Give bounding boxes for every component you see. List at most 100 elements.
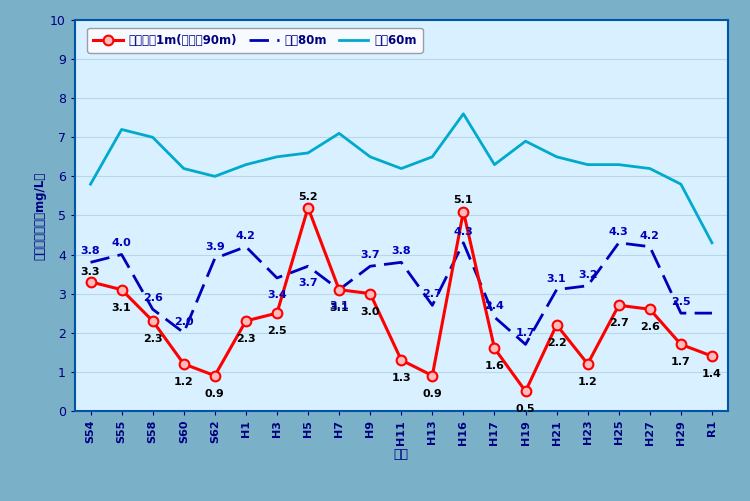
Text: 5.1: 5.1: [454, 195, 473, 205]
Text: 2.7: 2.7: [609, 318, 628, 328]
Text: 4.3: 4.3: [609, 226, 628, 236]
Text: 1.2: 1.2: [174, 377, 194, 387]
水深80m: [334, 287, 344, 293]
水深60m: [86, 181, 95, 187]
Text: 4.2: 4.2: [640, 230, 660, 240]
湖底直上1m(水深絉90m): [552, 322, 561, 328]
水深80m: [459, 240, 468, 246]
水深60m: [552, 154, 561, 160]
水深80m: [179, 330, 188, 336]
Text: 2.6: 2.6: [142, 293, 163, 303]
Y-axis label: 渶存酸素濃度（mg/L）: 渶存酸素濃度（mg/L）: [33, 171, 46, 260]
湖底直上1m(水深絉90m): [614, 302, 623, 308]
Text: 3.0: 3.0: [361, 307, 380, 317]
水深80m: [676, 310, 686, 316]
水深60m: [427, 154, 436, 160]
Text: 1.6: 1.6: [484, 361, 505, 371]
水深60m: [117, 126, 126, 132]
湖底直上1m(水深絉90m): [272, 310, 281, 316]
水深60m: [366, 154, 375, 160]
Line: 水深80m: 水深80m: [91, 243, 712, 344]
水深80m: [117, 252, 126, 258]
水深60m: [210, 173, 219, 179]
水深80m: [366, 263, 375, 269]
水深60m: [179, 165, 188, 171]
水深80m: [584, 283, 592, 289]
水深60m: [490, 162, 499, 168]
湖底直上1m(水深絉90m): [490, 345, 499, 351]
水深60m: [334, 130, 344, 136]
水深60m: [242, 162, 250, 168]
Text: 5.2: 5.2: [298, 191, 318, 201]
Text: 2.4: 2.4: [484, 301, 505, 311]
Text: 4.0: 4.0: [112, 238, 131, 248]
Text: 1.2: 1.2: [578, 377, 598, 387]
Text: 3.1: 3.1: [329, 301, 349, 311]
Text: 2.6: 2.6: [640, 322, 660, 332]
Text: 3.1: 3.1: [547, 274, 566, 284]
水深60m: [614, 162, 623, 168]
Text: 4.2: 4.2: [236, 230, 256, 240]
Text: 2.3: 2.3: [236, 334, 256, 344]
水深80m: [242, 243, 250, 249]
Text: 3.8: 3.8: [392, 246, 411, 256]
水深80m: [86, 260, 95, 266]
Text: 2.5: 2.5: [671, 297, 691, 307]
湖底直上1m(水深絉90m): [427, 373, 436, 379]
水深80m: [552, 287, 561, 293]
水深80m: [427, 302, 436, 308]
Text: 0.5: 0.5: [516, 404, 536, 414]
湖底直上1m(水深絉90m): [584, 361, 592, 367]
水深80m: [645, 243, 654, 249]
Text: 3.3: 3.3: [81, 267, 100, 277]
Text: 2.5: 2.5: [267, 326, 286, 336]
Text: 3.1: 3.1: [329, 303, 349, 313]
水深60m: [645, 165, 654, 171]
Text: 0.9: 0.9: [205, 389, 225, 399]
Text: 1.4: 1.4: [702, 369, 722, 379]
水深80m: [272, 275, 281, 281]
水深60m: [304, 150, 313, 156]
水深60m: [148, 134, 158, 140]
水深60m: [272, 154, 281, 160]
Line: 水深60m: 水深60m: [91, 114, 712, 243]
Text: 4.3: 4.3: [454, 226, 473, 236]
Text: 2.0: 2.0: [174, 317, 194, 327]
水深80m: [490, 314, 499, 320]
水深80m: [210, 256, 219, 262]
水深60m: [584, 162, 592, 168]
X-axis label: 年度: 年度: [394, 447, 409, 460]
湖底直上1m(水深絉90m): [707, 353, 716, 359]
水深80m: [397, 260, 406, 266]
水深60m: [676, 181, 686, 187]
Text: 1.7: 1.7: [516, 328, 536, 338]
Text: 3.4: 3.4: [267, 290, 286, 300]
湖底直上1m(水深絉90m): [179, 361, 188, 367]
Text: 3.7: 3.7: [360, 250, 380, 260]
Text: 3.9: 3.9: [205, 242, 225, 253]
Text: 2.2: 2.2: [547, 338, 566, 348]
湖底直上1m(水深絉90m): [210, 373, 219, 379]
水深80m: [148, 306, 158, 312]
水深80m: [614, 240, 623, 246]
湖底直上1m(水深絉90m): [242, 318, 250, 324]
湖底直上1m(水深絉90m): [148, 318, 158, 324]
Legend: 湖底直上1m(水深絉90m), 水深80m, 水深60m: 湖底直上1m(水深絉90m), 水深80m, 水深60m: [88, 28, 422, 53]
Text: 3.7: 3.7: [298, 278, 318, 288]
湖底直上1m(水深絉90m): [459, 208, 468, 214]
湖底直上1m(水深絉90m): [676, 341, 686, 347]
水深80m: [521, 341, 530, 347]
Line: 湖底直上1m(水深絉90m): 湖底直上1m(水深絉90m): [86, 203, 717, 396]
水深60m: [707, 240, 716, 246]
Text: 3.8: 3.8: [81, 246, 100, 256]
湖底直上1m(水深絉90m): [334, 287, 344, 293]
Text: 1.3: 1.3: [392, 373, 411, 383]
Text: 3.2: 3.2: [578, 270, 598, 280]
水深80m: [707, 310, 716, 316]
湖底直上1m(水深絉90m): [397, 357, 406, 363]
湖底直上1m(水深絉90m): [86, 279, 95, 285]
湖底直上1m(水深絉90m): [645, 306, 654, 312]
Text: 1.7: 1.7: [671, 357, 691, 367]
水深60m: [459, 111, 468, 117]
Text: 3.1: 3.1: [112, 303, 131, 313]
